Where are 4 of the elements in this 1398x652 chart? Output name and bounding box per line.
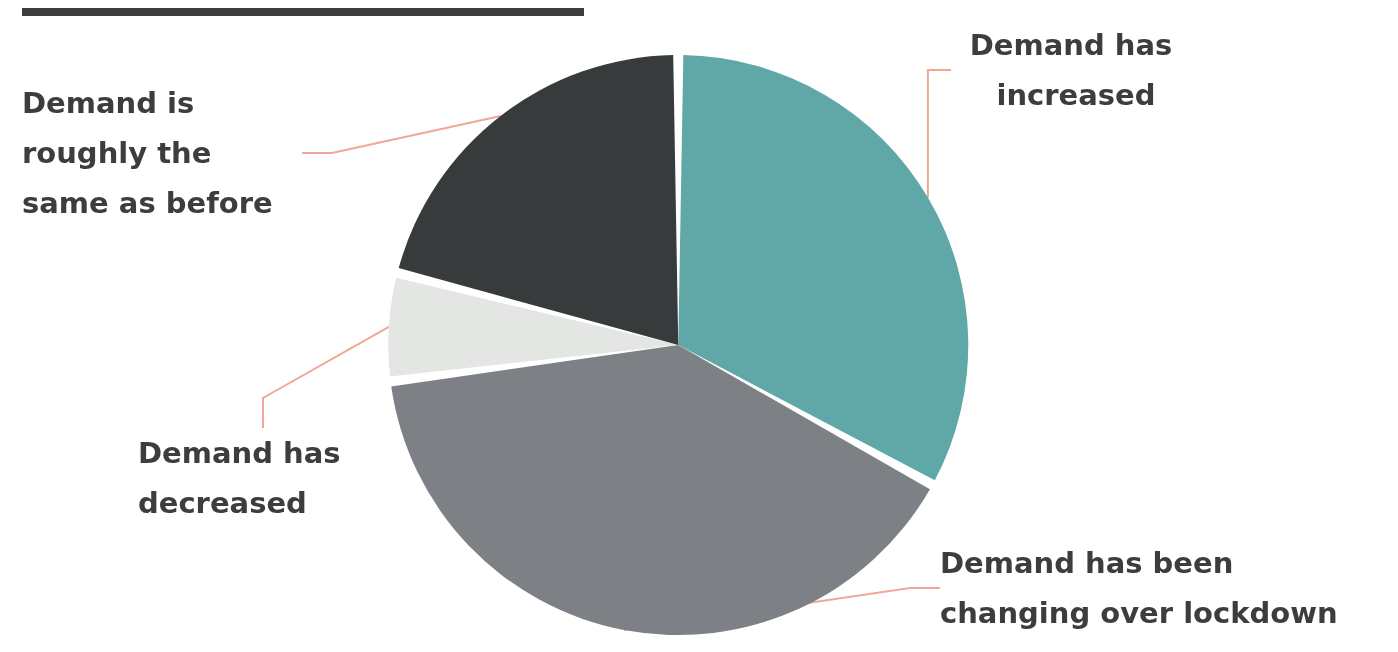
slice-label: Demand has decreased xyxy=(138,436,351,520)
slice-label: Demand has been changing over lockdown xyxy=(940,546,1338,630)
slice-label: Demand is roughly the same as before xyxy=(22,86,273,220)
slice-label: Demand has increased xyxy=(969,28,1183,112)
